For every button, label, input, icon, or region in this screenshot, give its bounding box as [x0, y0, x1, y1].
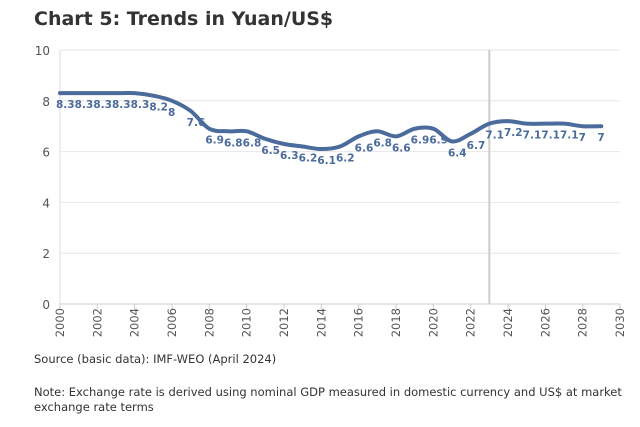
data-label: 8.3 — [112, 99, 131, 111]
data-label: 6.7 — [467, 140, 486, 152]
x-tick-label: 2018 — [389, 308, 403, 337]
y-tick-label: 0 — [42, 298, 50, 312]
footnote: Note: Exchange rate is derived using nom… — [34, 385, 622, 414]
data-label: 7.1 — [560, 130, 579, 142]
data-label: 6.8 — [373, 137, 392, 149]
data-label: 6.6 — [355, 142, 374, 154]
x-tick-label: 2024 — [501, 308, 515, 337]
data-label: 6.4 — [448, 147, 467, 159]
x-tick-label: 2016 — [352, 308, 366, 337]
data-label: 7 — [579, 132, 586, 144]
chart-title: Chart 5: Trends in Yuan/US$ — [34, 8, 334, 30]
data-label: 6.1 — [317, 155, 336, 167]
data-label: 6.3 — [280, 150, 299, 162]
y-tick-label: 4 — [42, 196, 50, 210]
x-tick-label: 2012 — [277, 308, 291, 337]
y-tick-label: 6 — [42, 146, 50, 160]
data-label: 6.9 — [205, 135, 224, 147]
data-label: 6.9 — [411, 135, 430, 147]
series-line — [58, 90, 604, 152]
data-label: 6.5 — [261, 145, 280, 157]
data-label: 7.1 — [541, 130, 560, 142]
x-tick-label: 2028 — [576, 308, 590, 337]
data-label: 8.3 — [93, 99, 112, 111]
data-label: 7.1 — [523, 130, 542, 142]
x-tick-label: 2030 — [613, 308, 627, 337]
data-label: 7.2 — [504, 127, 523, 139]
y-tick-label: 2 — [42, 247, 50, 261]
data-label: 6.8 — [243, 137, 262, 149]
line-chart: 0 2 4 6 8 10 2000 2002 2004 2006 2008 2010 2012 2014 2… — [35, 44, 627, 337]
x-tick-label: 2026 — [538, 308, 552, 337]
y-tick-label: 8 — [42, 95, 50, 109]
data-label: 7 — [597, 132, 604, 144]
x-tick-label: 2008 — [202, 308, 216, 337]
data-label: 8.3 — [75, 99, 94, 111]
x-tick-label: 2004 — [128, 308, 142, 337]
data-label: 8.3 — [56, 99, 75, 111]
data-label: 6.6 — [392, 142, 411, 154]
data-label: 7.1 — [485, 130, 504, 142]
x-tick-label: 2002 — [90, 308, 104, 337]
data-label: 8 — [168, 107, 175, 119]
y-tick-label: 10 — [35, 44, 50, 58]
data-label: 6.2 — [336, 153, 355, 165]
data-label: 8.2 — [149, 102, 168, 114]
data-label: 6.9 — [429, 135, 448, 147]
source-note: Source (basic data): IMF-WEO (April 2024… — [34, 352, 277, 366]
x-tick-label: 2010 — [240, 308, 254, 337]
data-label: 6.2 — [299, 153, 318, 165]
x-tick-label: 2020 — [426, 308, 440, 337]
data-label: 6.8 — [224, 137, 243, 149]
x-tick-label: 2014 — [314, 308, 328, 337]
data-label: 8.3 — [131, 99, 150, 111]
x-tick-label: 2000 — [53, 308, 67, 337]
x-tick-label: 2022 — [464, 308, 478, 337]
x-tick-label: 2006 — [165, 308, 179, 337]
data-label: 7.6 — [187, 117, 206, 129]
